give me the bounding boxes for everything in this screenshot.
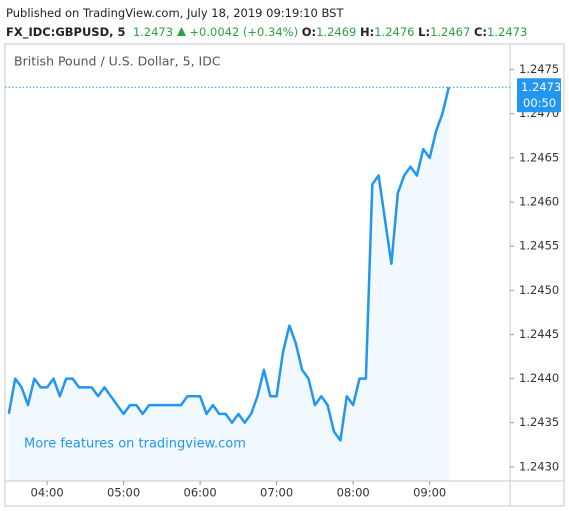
- x-tick-label: 06:00: [184, 486, 217, 500]
- high: 1.2476: [374, 25, 415, 39]
- close-label: C:: [473, 25, 488, 39]
- y-tick-label: 1.2435: [519, 415, 559, 429]
- symbol: FX_IDC:GBPUSD, 5: [6, 25, 126, 39]
- countdown: 00:50: [523, 96, 556, 110]
- high-label: H:: [360, 25, 375, 39]
- y-tick-label: 1.2475: [519, 62, 559, 76]
- low-label: L:: [418, 25, 431, 39]
- open: 1.2469: [316, 25, 357, 39]
- last: 1.2473: [132, 25, 174, 39]
- quote-line: FX_IDC:GBPUSD, 5 1.2473 +0.0042 (+0.34%)…: [6, 23, 527, 42]
- frame: [4, 43, 565, 507]
- last-price-box: [517, 78, 561, 113]
- close: 1.2473: [487, 25, 528, 39]
- y-tick-label: 1.2455: [519, 239, 559, 253]
- y-tick-label: 1.2465: [519, 150, 559, 164]
- last-price-label: 1.2473: [521, 80, 561, 94]
- area-fill: [8, 87, 449, 482]
- y-tick-label: 1.2445: [519, 327, 559, 341]
- y-tick-label: 1.2460: [519, 195, 559, 209]
- watermark: More features on tradingview.com: [24, 437, 246, 452]
- x-tick-label: 04:00: [31, 486, 64, 500]
- open-label: O:: [301, 25, 317, 39]
- y-tick-label: 1.2450: [519, 283, 559, 297]
- x-tick-label: 05:00: [107, 486, 140, 500]
- x-tick-label: 09:00: [413, 486, 446, 500]
- published-line: Published on TradingView.com, July 18, 2…: [6, 6, 344, 20]
- low: 1.2467: [430, 25, 471, 39]
- chart-title: British Pound / U.S. Dollar, 5, IDC: [14, 54, 221, 69]
- y-tick-label: 1.2430: [519, 459, 559, 473]
- y-tick-label: 1.2440: [519, 371, 559, 385]
- x-tick-label: 07:00: [260, 486, 293, 500]
- up-arrow: [176, 27, 186, 36]
- price-line: [7, 87, 451, 442]
- change: +0.0042 (+0.34%): [189, 25, 299, 39]
- x-tick-label: 08:00: [337, 486, 370, 500]
- header: Published on TradingView.com, July 18, 2…: [6, 4, 527, 42]
